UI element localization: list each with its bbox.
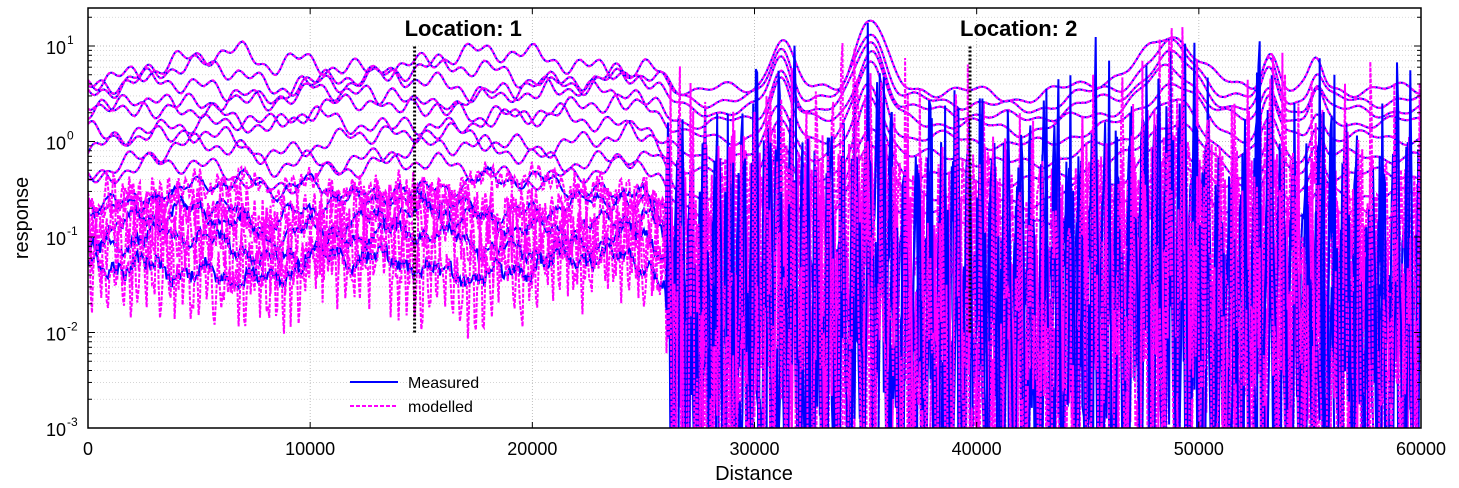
ticks <box>87 8 1422 429</box>
y-tick-label: 10 <box>46 134 66 154</box>
x-tick-labels: 0 10000 20000 30000 40000 50000 60000 <box>83 439 1446 459</box>
y-tick-exponent: -2 <box>67 320 78 334</box>
x-tick-label: 0 <box>83 439 93 459</box>
data-lines <box>88 19 1421 428</box>
y-tick-exponent: 0 <box>67 129 74 143</box>
x-tick-label: 40000 <box>952 439 1002 459</box>
annotations: Location: 1 Location: 2 <box>405 16 1077 333</box>
x-tick-label: 30000 <box>729 439 779 459</box>
y-tick-label: 10 <box>46 38 66 58</box>
location-label: Location: 2 <box>960 16 1077 41</box>
x-tick-label: 10000 <box>285 439 335 459</box>
x-tick-label: 60000 <box>1396 439 1446 459</box>
x-axis-label: Distance <box>715 463 793 485</box>
modelled-line <box>88 33 1421 114</box>
modelled-line <box>88 19 1421 104</box>
x-tick-label: 20000 <box>507 439 557 459</box>
legend: Measured modelled <box>350 375 479 416</box>
location-label: Location: 1 <box>405 16 522 41</box>
y-tick-exponent: 1 <box>67 33 74 47</box>
legend-measured-label: Measured <box>408 375 479 392</box>
x-tick-label: 50000 <box>1174 439 1224 459</box>
y-tick-exponent: -3 <box>67 415 78 429</box>
measured-line <box>88 36 1421 428</box>
y-tick-exponent: -1 <box>67 224 78 238</box>
modelled-line <box>88 27 1421 428</box>
y-tick-label: 10 <box>46 229 66 249</box>
y-axis-label: response <box>11 177 33 259</box>
y-tick-label: 10 <box>46 325 66 345</box>
legend-modelled-label: modelled <box>408 399 473 416</box>
y-tick-label: 10 <box>46 420 66 440</box>
